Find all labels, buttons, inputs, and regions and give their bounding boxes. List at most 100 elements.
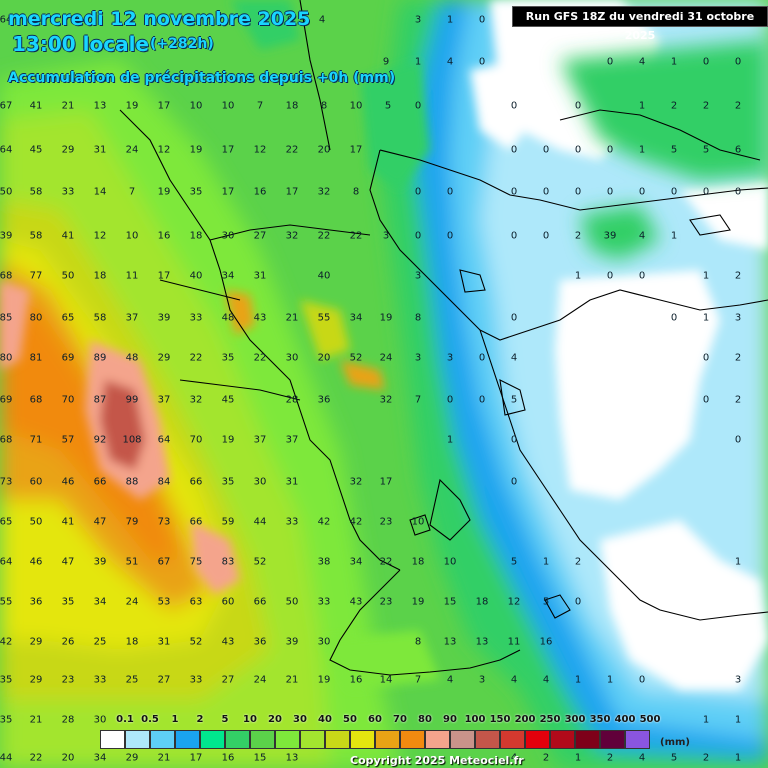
precip-value: 50 — [285, 596, 299, 608]
legend-label: 5 — [221, 714, 229, 725]
precip-value: 43 — [349, 596, 363, 608]
precip-value: 34 — [93, 752, 107, 764]
precip-value: 20 — [317, 352, 331, 364]
precip-value: 3 — [414, 14, 422, 26]
precip-value: 0 — [702, 394, 710, 406]
precip-value: 17 — [221, 186, 235, 198]
precip-value: 81 — [29, 352, 43, 364]
precip-value: 70 — [189, 434, 203, 446]
precip-value: 47 — [93, 516, 107, 528]
precip-value: 48 — [125, 352, 139, 364]
precip-value: 20 — [61, 752, 75, 764]
precip-value: 5 — [670, 752, 678, 764]
precip-value: 32 — [285, 230, 299, 242]
legend-label: 350 — [589, 714, 611, 725]
precip-value: 5 — [542, 596, 550, 608]
precip-value: 45 — [29, 144, 43, 156]
precip-value: 42 — [0, 636, 13, 648]
precip-value: 24 — [253, 674, 267, 686]
precip-value: 50 — [29, 516, 43, 528]
precip-value: 79 — [125, 516, 139, 528]
precip-value: 0 — [510, 100, 518, 112]
precip-value: 67 — [0, 100, 13, 112]
legend-label: 50 — [343, 714, 357, 725]
legend-swatch — [450, 730, 475, 749]
precip-value: 47 — [61, 556, 75, 568]
precip-value: 52 — [349, 352, 363, 364]
precip-value: 1 — [670, 56, 678, 68]
legend-swatch — [375, 730, 400, 749]
precip-value: 0 — [414, 230, 422, 242]
precip-value: 31 — [253, 270, 267, 282]
precip-value: 80 — [29, 312, 43, 324]
precip-value: 2 — [734, 394, 742, 406]
precip-value: 13 — [285, 752, 299, 764]
precip-value: 85 — [0, 312, 13, 324]
precip-value: 5 — [702, 144, 710, 156]
precip-value: 34 — [349, 556, 363, 568]
precip-value: 2 — [606, 752, 614, 764]
precip-value: 60 — [29, 476, 43, 488]
precip-value: 37 — [157, 394, 171, 406]
precip-value: 0 — [510, 434, 518, 446]
precip-value: 52 — [253, 556, 267, 568]
precip-value: 33 — [93, 674, 107, 686]
precip-value: 1 — [446, 434, 454, 446]
precip-value: 36 — [253, 636, 267, 648]
precip-value: 46 — [29, 556, 43, 568]
legend-label: 10 — [243, 714, 257, 725]
precip-value: 60 — [221, 596, 235, 608]
precip-value: 64 — [157, 434, 171, 446]
legend-label: 90 — [443, 714, 457, 725]
precip-value: 7 — [128, 186, 136, 198]
precip-value: 15 — [253, 752, 267, 764]
precip-value: 18 — [125, 636, 139, 648]
precip-value: 35 — [221, 352, 235, 364]
precip-value: 3 — [446, 352, 454, 364]
precip-value: 22 — [253, 352, 267, 364]
precip-value: 19 — [317, 674, 331, 686]
precip-value: 2 — [702, 752, 710, 764]
legend-swatch — [625, 730, 650, 749]
precip-value: 63 — [189, 596, 203, 608]
legend-label: 1 — [171, 714, 179, 725]
precip-value: 57 — [61, 434, 75, 446]
legend-swatch — [325, 730, 350, 749]
precip-value: 66 — [189, 516, 203, 528]
precip-value: 32 — [317, 186, 331, 198]
legend-swatch — [400, 730, 425, 749]
precip-value: 0 — [542, 186, 550, 198]
precip-value: 48 — [221, 312, 235, 324]
precip-value: 0 — [478, 14, 486, 26]
precip-value: 17 — [189, 752, 203, 764]
precip-value: 1 — [414, 56, 422, 68]
precip-value: 2 — [734, 270, 742, 282]
precip-value: 31 — [157, 636, 171, 648]
legend-label: 250 — [539, 714, 561, 725]
precip-value: 1 — [734, 752, 742, 764]
precip-value: 41 — [61, 230, 75, 242]
precip-value: 0 — [702, 56, 710, 68]
precip-value: 66 — [93, 476, 107, 488]
map-subtitle: Accumulation de précipitations depuis +0… — [8, 70, 396, 86]
precip-value: 36 — [29, 596, 43, 608]
precip-value: 10 — [221, 100, 235, 112]
precip-value: 64 — [0, 144, 13, 156]
precip-value: 40 — [317, 270, 331, 282]
precip-value: 32 — [349, 476, 363, 488]
precip-value: 17 — [221, 144, 235, 156]
precip-value: 4 — [542, 674, 550, 686]
legend-swatch — [100, 730, 125, 749]
precip-value: 25 — [93, 636, 107, 648]
precip-value: 1 — [574, 752, 582, 764]
precip-value: 1 — [702, 270, 710, 282]
precip-value: 22 — [349, 230, 363, 242]
precip-value: 0 — [670, 312, 678, 324]
legend-label: 150 — [489, 714, 511, 725]
precip-value: 14 — [93, 186, 107, 198]
precip-value: 22 — [29, 752, 43, 764]
precip-value: 7 — [414, 394, 422, 406]
precip-value: 4 — [318, 14, 326, 26]
precip-value: 0 — [734, 186, 742, 198]
